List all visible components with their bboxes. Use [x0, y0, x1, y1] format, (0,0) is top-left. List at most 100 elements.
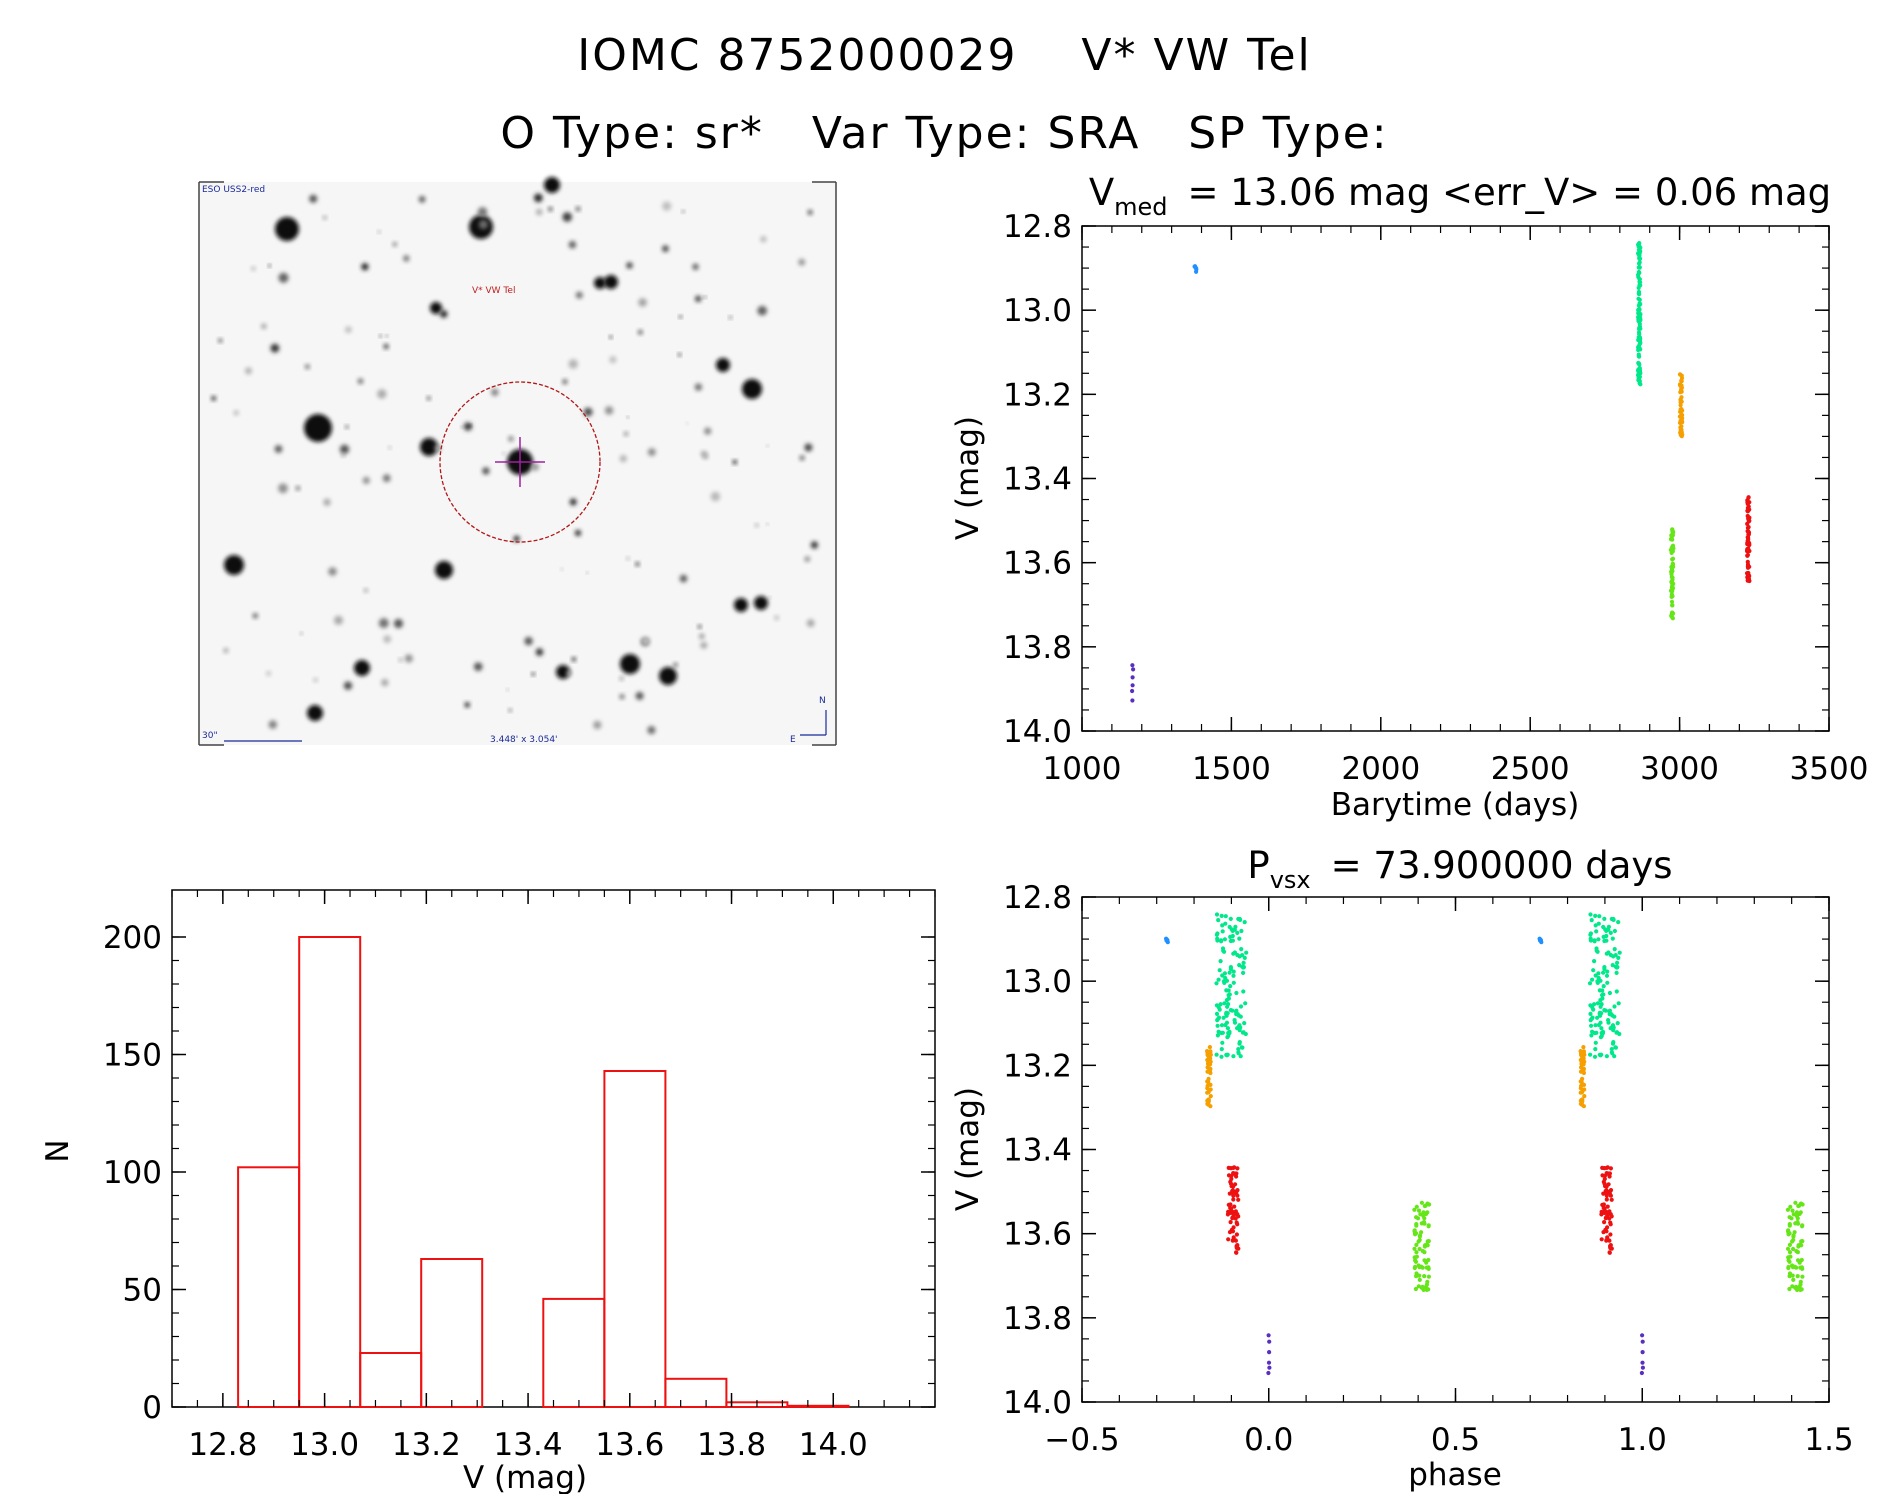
- lightcurve-point: [1678, 427, 1683, 432]
- star: [345, 326, 352, 334]
- phased-point: [1237, 936, 1242, 941]
- phased-point: [1220, 973, 1225, 978]
- phased-point: [1791, 1233, 1796, 1238]
- phased-point: [1787, 1223, 1792, 1228]
- x-tick-label: 13.8: [697, 1427, 766, 1463]
- finder-size-label: 3.448' x 3.054': [490, 735, 558, 745]
- phased-point: [1588, 912, 1593, 917]
- phased-point: [1594, 948, 1599, 953]
- phased-point: [1226, 1002, 1231, 1007]
- phased-point: [1791, 1246, 1796, 1252]
- phased-point: [1601, 934, 1606, 940]
- phased-point: [1596, 975, 1601, 981]
- lightcurve-point: [1746, 530, 1752, 535]
- phased-point: [1593, 923, 1598, 928]
- star: [426, 396, 431, 401]
- phased-point: [1417, 1246, 1422, 1252]
- star: [716, 358, 730, 372]
- lightcurve-ticks: 1000 1500 2000 2500 3000 3500 12.8 13.0 13.2 13.4…: [1003, 209, 1868, 787]
- phased-point: [1589, 1023, 1594, 1028]
- phased-point: [1611, 917, 1616, 923]
- phased-point: [1219, 1054, 1224, 1059]
- histogram-bar: [542, 1297, 606, 1409]
- star: [662, 201, 672, 211]
- finder-chart: ESO USS2-red V* VW Tel 30" 3.448' x 3.05…: [198, 177, 837, 746]
- phased-point: [1588, 1011, 1593, 1017]
- y-tick-label: 14.0: [1003, 1385, 1072, 1421]
- phased-point: [1231, 1197, 1236, 1202]
- phased-point: [1222, 1001, 1227, 1006]
- x-tick-label: 3000: [1640, 751, 1719, 787]
- phased-point: [1214, 981, 1219, 986]
- star: [270, 343, 280, 353]
- phased-point: [1604, 1184, 1609, 1189]
- star: [478, 219, 489, 230]
- phased-point: [1228, 1220, 1233, 1225]
- phased-point: [1229, 927, 1234, 932]
- lightcurve-point: [1637, 354, 1642, 359]
- phased-point: [1612, 1014, 1617, 1019]
- phased-point: [1794, 1249, 1799, 1254]
- x-tick-label: 3500: [1790, 751, 1869, 787]
- y-tick-label: 13.0: [1003, 964, 1072, 1000]
- star: [322, 215, 327, 220]
- x-tick-label: 13.0: [290, 1427, 359, 1463]
- phased-point: [1604, 973, 1610, 978]
- lightcurve-point: [1679, 407, 1684, 412]
- phased-point: [1602, 916, 1607, 922]
- star: [766, 444, 769, 447]
- x-tick-label: 0.5: [1431, 1422, 1480, 1458]
- phased-point: [1228, 934, 1233, 940]
- phased-point: [1226, 993, 1231, 998]
- phased-point: [1421, 1220, 1427, 1225]
- phased-point: [1233, 1238, 1238, 1243]
- lightcurve-point: [1670, 562, 1676, 567]
- phased-point: [1240, 953, 1245, 958]
- phased-point: [1224, 998, 1229, 1003]
- phased-point: [1604, 1165, 1609, 1170]
- phased-point: [1420, 1249, 1425, 1254]
- star: [702, 453, 709, 460]
- phased-point: [1214, 1052, 1219, 1057]
- star: [604, 275, 618, 289]
- phased-point: [1266, 1333, 1271, 1338]
- phased-point: [1234, 1220, 1239, 1225]
- finder-stars: [211, 177, 819, 735]
- phased-point: [1232, 927, 1237, 932]
- phased-point: [1208, 1087, 1213, 1092]
- star: [768, 596, 772, 599]
- phased-point: [1582, 1052, 1587, 1057]
- x-tick-label: 13.2: [392, 1427, 461, 1463]
- lightcurve-point: [1669, 533, 1674, 538]
- star: [544, 177, 560, 193]
- phased-point: [1593, 1047, 1598, 1052]
- star: [398, 658, 403, 662]
- phased-point: [1595, 979, 1600, 984]
- phased-point: [1610, 963, 1615, 968]
- lightcurve-title-subscript: med: [1114, 193, 1167, 221]
- phased-point: [1425, 1210, 1430, 1215]
- lightcurve-point: [1670, 527, 1675, 532]
- phased-point: [1231, 1054, 1236, 1059]
- phased-point: [1609, 1214, 1614, 1219]
- phased-point: [1234, 1232, 1239, 1237]
- star: [278, 483, 288, 494]
- phased-point: [1794, 1265, 1799, 1270]
- phased-point: [1241, 1030, 1246, 1035]
- phased-title-prefix: P: [1247, 844, 1269, 887]
- star: [804, 443, 813, 452]
- phased-point: [1232, 1204, 1237, 1209]
- phased-point: [1238, 1014, 1243, 1019]
- x-tick-label: −0.5: [1044, 1422, 1119, 1458]
- phased-point: [1793, 1200, 1798, 1205]
- star: [383, 635, 392, 643]
- phased-point: [1790, 1208, 1795, 1213]
- phased-point: [1604, 1229, 1609, 1234]
- star: [619, 694, 625, 700]
- lightcurve-point: [1638, 336, 1643, 341]
- phased-point: [1206, 1081, 1211, 1087]
- finder-north-label: N: [819, 696, 826, 706]
- phased-point: [1412, 1207, 1417, 1212]
- phased-point: [1237, 963, 1242, 968]
- phased-point: [1224, 988, 1229, 993]
